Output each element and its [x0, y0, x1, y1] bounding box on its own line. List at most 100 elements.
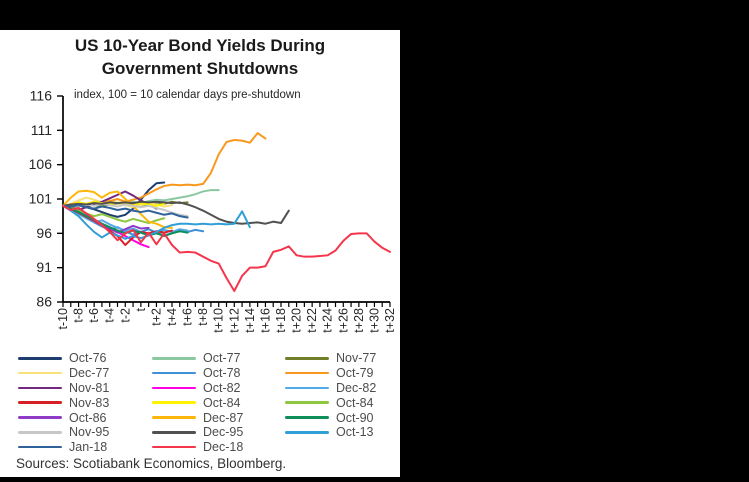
y-tick-label: 106 [29, 156, 53, 172]
series-line-dec-82 [62, 204, 189, 236]
legend-item-nov-77: Nov-77 [285, 351, 376, 366]
legend-label: Oct-79 [336, 366, 374, 381]
legend-label: Nov-95 [69, 425, 110, 440]
legend-label: Oct-77 [203, 351, 241, 366]
x-tick-label: t+12 [227, 308, 241, 333]
y-tick-label: 111 [31, 122, 52, 138]
legend-label: Nov-81 [69, 380, 110, 395]
legend-item-dec-82: Dec-82 [285, 381, 376, 396]
legend-item-oct-82: Oct-82 [152, 381, 285, 396]
legend-swatch [285, 357, 329, 360]
x-tick-label: t+18 [274, 308, 288, 333]
legend-item-nov-83: Nov-83 [18, 395, 152, 410]
legend-swatch [285, 371, 329, 375]
legend-swatch [285, 416, 329, 419]
x-tick-label: t+22 [305, 308, 319, 333]
y-tick-label: 86 [36, 294, 52, 310]
legend-item-oct-78: Oct-78 [152, 366, 285, 381]
x-tick-label: t [134, 307, 148, 311]
x-tick-label: t+26 [336, 308, 350, 333]
legend-item-oct-79: Oct-79 [285, 366, 376, 381]
chart-panel: US 10-Year Bond Yields During Government… [0, 30, 400, 477]
y-tick-label: 116 [30, 88, 53, 104]
chart-subtitle: index, 100 = 10 calendar days pre-shutdo… [74, 89, 301, 101]
series-line-dec-18 [62, 204, 391, 293]
legend-swatch [18, 386, 62, 390]
x-tick-label: t+8 [196, 308, 210, 326]
legend-swatch [285, 431, 329, 434]
legend-item-nov-81: Nov-81 [18, 381, 152, 396]
chart-legend: Oct-76 Oct-77 Nov-77 Dec-77 Oct-78 Oct-79 Nov-… [18, 351, 376, 455]
legend-label: Dec-18 [203, 440, 244, 455]
x-tick-label: t+4 [165, 308, 179, 326]
legend-label: Oct-84 [203, 395, 241, 410]
legend-swatch [18, 401, 62, 405]
legend-label: Nov-77 [336, 351, 377, 366]
legend-swatch [152, 386, 196, 390]
series-line-oct-13 [62, 204, 251, 240]
x-tick-label: t-4 [103, 308, 117, 323]
legend-item-oct-84: Oct-84 [285, 395, 376, 410]
legend-item-oct-84: Oct-84 [152, 395, 285, 410]
legend-swatch [285, 401, 329, 405]
legend-swatch [152, 357, 196, 360]
legend-label: Oct-78 [203, 366, 241, 381]
series-line-dec-87 [62, 189, 173, 229]
legend-item-dec-77: Dec-77 [18, 366, 152, 381]
legend-swatch [18, 431, 62, 434]
legend-label: Dec-87 [203, 410, 244, 425]
x-tick-label: t+2 [149, 308, 163, 326]
legend-item-oct-90: Oct-90 [285, 410, 376, 425]
legend-item-oct-77: Oct-77 [152, 351, 285, 366]
x-tick-label: t+20 [290, 308, 304, 333]
x-tick-label: t+32 [383, 308, 397, 333]
legend-label: Jan-18 [69, 440, 108, 455]
x-tick-label: t+28 [352, 308, 366, 333]
x-tick-label: t-2 [118, 308, 132, 323]
legend-item-jan-18: Jan-18 [18, 440, 152, 455]
series-line-dec-95 [62, 200, 290, 225]
series-line-oct-79 [62, 132, 267, 207]
source-note: Sources: Scotiabank Economics, Bloomberg… [16, 456, 287, 471]
legend-label: Oct-82 [203, 380, 241, 395]
x-tick-label: t+16 [258, 308, 272, 333]
x-tick-label: t+10 [212, 308, 226, 333]
legend-swatch [152, 445, 196, 449]
y-tick-label: 96 [36, 225, 52, 241]
x-tick-label: t+6 [181, 308, 195, 326]
y-tick-label: 91 [36, 259, 52, 275]
legend-swatch [152, 371, 196, 375]
legend-label: Oct-86 [69, 410, 107, 425]
series-line-jan-18 [62, 204, 189, 219]
legend-swatch [18, 357, 62, 360]
legend-swatch [18, 371, 62, 375]
x-tick-label: t+30 [367, 308, 381, 333]
legend-label: Oct-76 [69, 351, 107, 366]
x-tick-label: t+24 [321, 308, 335, 333]
legend-label: Nov-83 [69, 395, 110, 410]
legend-swatch [18, 416, 62, 419]
legend-swatch [152, 401, 196, 405]
legend-swatch [18, 445, 62, 449]
legend-item-oct-76: Oct-76 [18, 351, 152, 366]
legend-label: Oct-13 [336, 425, 374, 440]
legend-swatch [152, 431, 196, 434]
legend-swatch [152, 416, 196, 419]
legend-label: Dec-82 [336, 380, 377, 395]
chart-title: US 10-Year Bond Yields During Government… [74, 36, 326, 78]
legend-swatch [285, 386, 329, 390]
legend-item-oct-86: Oct-86 [18, 410, 152, 425]
series-line-oct-84 [62, 204, 166, 225]
legend-item-dec-95: Dec-95 [152, 425, 285, 440]
legend-item-dec-87: Dec-87 [152, 410, 285, 425]
legend-label: Dec-77 [69, 366, 110, 381]
x-tick-label: t-8 [72, 308, 86, 323]
legend-label: Dec-95 [203, 425, 244, 440]
legend-item-oct-13: Oct-13 [285, 425, 376, 440]
legend-item-dec-18: Dec-18 [152, 440, 285, 455]
x-tick-label: t-6 [87, 308, 101, 323]
legend-label: Oct-90 [336, 410, 374, 425]
x-tick-label: t-10 [56, 308, 70, 330]
